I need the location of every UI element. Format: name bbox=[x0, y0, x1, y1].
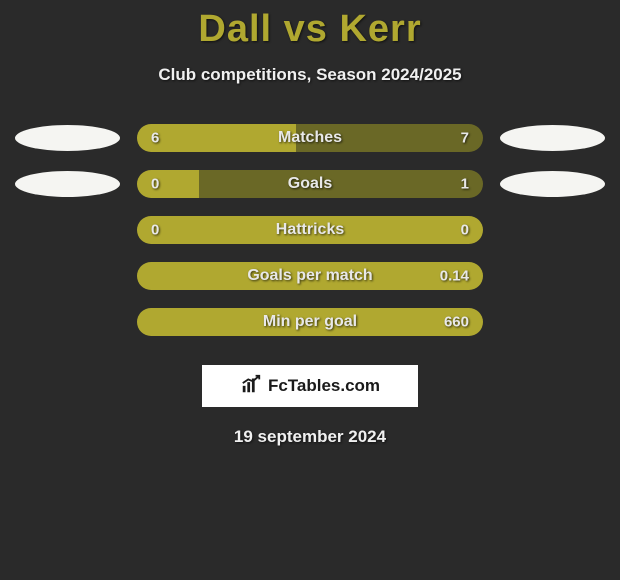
stat-row: Goals per match 0.14 bbox=[0, 253, 620, 299]
stat-bar-right-fill bbox=[199, 170, 483, 198]
stat-rows: Matches 6 7 Goals 0 1 Hattricks 0 0 Goals per mat… bbox=[0, 115, 620, 345]
stat-label: Goals per match bbox=[247, 267, 372, 285]
brand-text: FcTables.com bbox=[268, 376, 380, 396]
stat-row: Min per goal 660 bbox=[0, 299, 620, 345]
stat-bar-left-fill bbox=[137, 170, 199, 198]
player-oval-right bbox=[500, 125, 605, 151]
date-line: 19 september 2024 bbox=[0, 427, 620, 447]
player-oval-left bbox=[15, 171, 120, 197]
oval-spacer bbox=[15, 263, 120, 289]
stat-label: Goals bbox=[288, 175, 332, 193]
oval-spacer bbox=[15, 217, 120, 243]
chart-icon bbox=[240, 373, 262, 400]
player-oval-right bbox=[500, 171, 605, 197]
stat-label: Matches bbox=[278, 129, 342, 147]
oval-spacer bbox=[500, 263, 605, 289]
oval-spacer bbox=[500, 309, 605, 335]
page-title: Dall vs Kerr bbox=[0, 0, 620, 51]
brand-badge: FcTables.com bbox=[202, 365, 418, 407]
stat-label: Hattricks bbox=[276, 221, 344, 239]
stat-row: Goals 0 1 bbox=[0, 161, 620, 207]
stat-bar-left-fill bbox=[137, 124, 296, 152]
stat-bar: Goals 0 1 bbox=[137, 170, 483, 198]
stat-bar: Goals per match 0.14 bbox=[137, 262, 483, 290]
oval-spacer bbox=[500, 217, 605, 243]
stat-label: Min per goal bbox=[263, 313, 357, 331]
stat-row: Hattricks 0 0 bbox=[0, 207, 620, 253]
stat-value-right: 660 bbox=[444, 314, 469, 331]
player-oval-left bbox=[15, 125, 120, 151]
stat-value-left: 0 bbox=[151, 222, 159, 239]
stat-value-right: 0 bbox=[461, 222, 469, 239]
stat-value-left: 0 bbox=[151, 176, 159, 193]
stat-bar: Min per goal 660 bbox=[137, 308, 483, 336]
stat-value-left: 6 bbox=[151, 130, 159, 147]
stat-row: Matches 6 7 bbox=[0, 115, 620, 161]
stat-value-right: 1 bbox=[461, 176, 469, 193]
stat-value-right: 7 bbox=[461, 130, 469, 147]
stat-bar: Hattricks 0 0 bbox=[137, 216, 483, 244]
subtitle: Club competitions, Season 2024/2025 bbox=[0, 65, 620, 85]
oval-spacer bbox=[15, 309, 120, 335]
stat-value-right: 0.14 bbox=[440, 268, 469, 285]
stat-bar: Matches 6 7 bbox=[137, 124, 483, 152]
